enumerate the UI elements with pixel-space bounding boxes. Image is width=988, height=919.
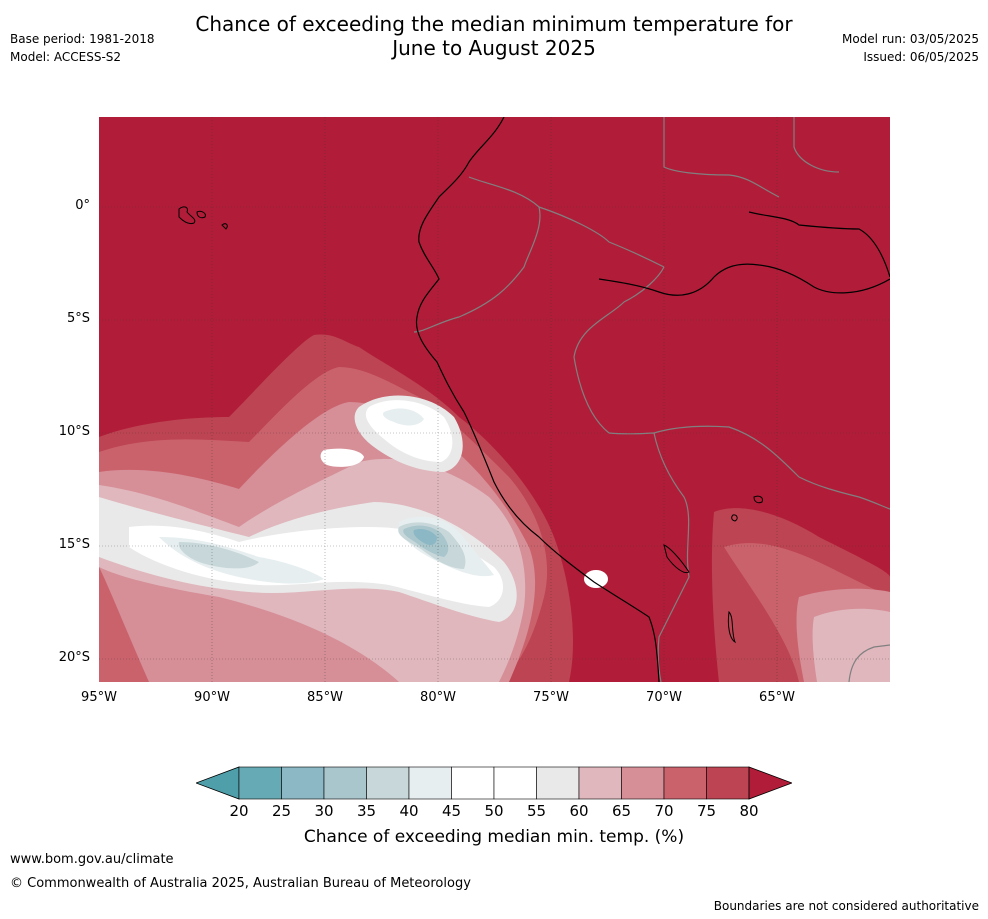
contour-30 — [413, 528, 437, 545]
footer-copyright: © Commonwealth of Australia 2025, Austra… — [10, 876, 471, 891]
lon-label-65w: 65°W — [759, 690, 795, 705]
colorbar-label: Chance of exceeding median min. temp. (%… — [303, 827, 685, 847]
colorbar-segment — [663, 766, 707, 800]
colorbar-segment — [366, 766, 410, 800]
contour-40 — [178, 542, 259, 569]
islands — [178, 206, 763, 644]
colorbar-segment — [451, 766, 495, 800]
coastline — [415, 117, 890, 682]
colorbar-low-extend — [194, 766, 240, 800]
colorbar-tick-label: 55 — [526, 802, 547, 820]
colorbar-segment — [408, 766, 452, 800]
colorbar-segment — [621, 766, 665, 800]
colorbar-segment — [238, 766, 282, 800]
colorbar-tick-label: 70 — [654, 802, 674, 820]
contour-45-north — [383, 408, 424, 426]
colorbar-tick-label: 50 — [484, 802, 504, 820]
colorbar-segments — [238, 766, 750, 800]
left-meta: Base period: 1981-2018 Model: ACCESS-S2 — [10, 30, 155, 66]
model-run-text: Model run: 03/05/2025 — [841, 32, 979, 46]
colorbar-tick-label: 40 — [399, 802, 419, 820]
map-canvas — [99, 117, 890, 682]
lon-label-85w: 85°W — [307, 690, 343, 705]
contour-60-east — [812, 608, 890, 682]
model-text: Model: ACCESS-S2 — [10, 50, 122, 64]
map-title: Chance of exceeding the median minimum t… — [0, 12, 988, 60]
country-borders — [413, 117, 890, 682]
lon-label-95w: 95°W — [81, 690, 117, 705]
lat-label-5s: 5°S — [66, 311, 90, 326]
lat-label-15s: 15°S — [58, 537, 90, 552]
lat-label-0: 0° — [75, 198, 90, 213]
colorbar-tick-label: 30 — [314, 802, 334, 820]
colorbar-segment — [578, 766, 622, 800]
colorbar-tick-label: 35 — [356, 802, 377, 820]
issued-text: Issued: 06/05/2025 — [863, 50, 979, 64]
colorbar-tick-label: 60 — [569, 802, 589, 820]
colorbar-tick-label: 45 — [441, 802, 462, 820]
footer-url: www.bom.gov.au/climate — [10, 852, 174, 867]
colorbar — [194, 766, 794, 800]
title-line-1: Chance of exceeding the median minimum t… — [195, 12, 793, 36]
lat-label-20s: 20°S — [58, 650, 90, 665]
colorbar-svg — [194, 766, 794, 800]
lat-label-10s: 10°S — [58, 424, 90, 439]
colorbar-tick-label: 25 — [271, 802, 292, 820]
colorbar-segment — [493, 766, 537, 800]
warm-anomaly-spot — [584, 570, 608, 588]
lon-label-75w: 75°W — [533, 690, 569, 705]
lon-label-70w: 70°W — [646, 690, 682, 705]
graticule — [99, 117, 890, 682]
base-period-text: Base period: 1981-2018 — [10, 32, 155, 46]
colorbar-segment — [536, 766, 580, 800]
lon-label-80w: 80°W — [420, 690, 456, 705]
colorbar-tick-label: 80 — [739, 802, 759, 820]
colorbar-tick-label: 65 — [611, 802, 632, 820]
right-meta: Model run: 03/05/2025 Issued: 06/05/2025 — [842, 30, 979, 66]
forecast-map — [99, 117, 890, 682]
title-line-2: June to August 2025 — [392, 36, 596, 60]
contour-50-patch — [320, 448, 364, 467]
colorbar-tick-label: 20 — [229, 802, 249, 820]
colorbar-high-extend — [748, 766, 794, 800]
lon-label-90w: 90°W — [194, 690, 230, 705]
colorbar-tick-label: 75 — [696, 802, 717, 820]
colorbar-segment — [706, 766, 750, 800]
colorbar-segment — [281, 766, 325, 800]
footer-disclaimer: Boundaries are not considered authoritat… — [713, 899, 979, 913]
colorbar-segment — [323, 766, 367, 800]
